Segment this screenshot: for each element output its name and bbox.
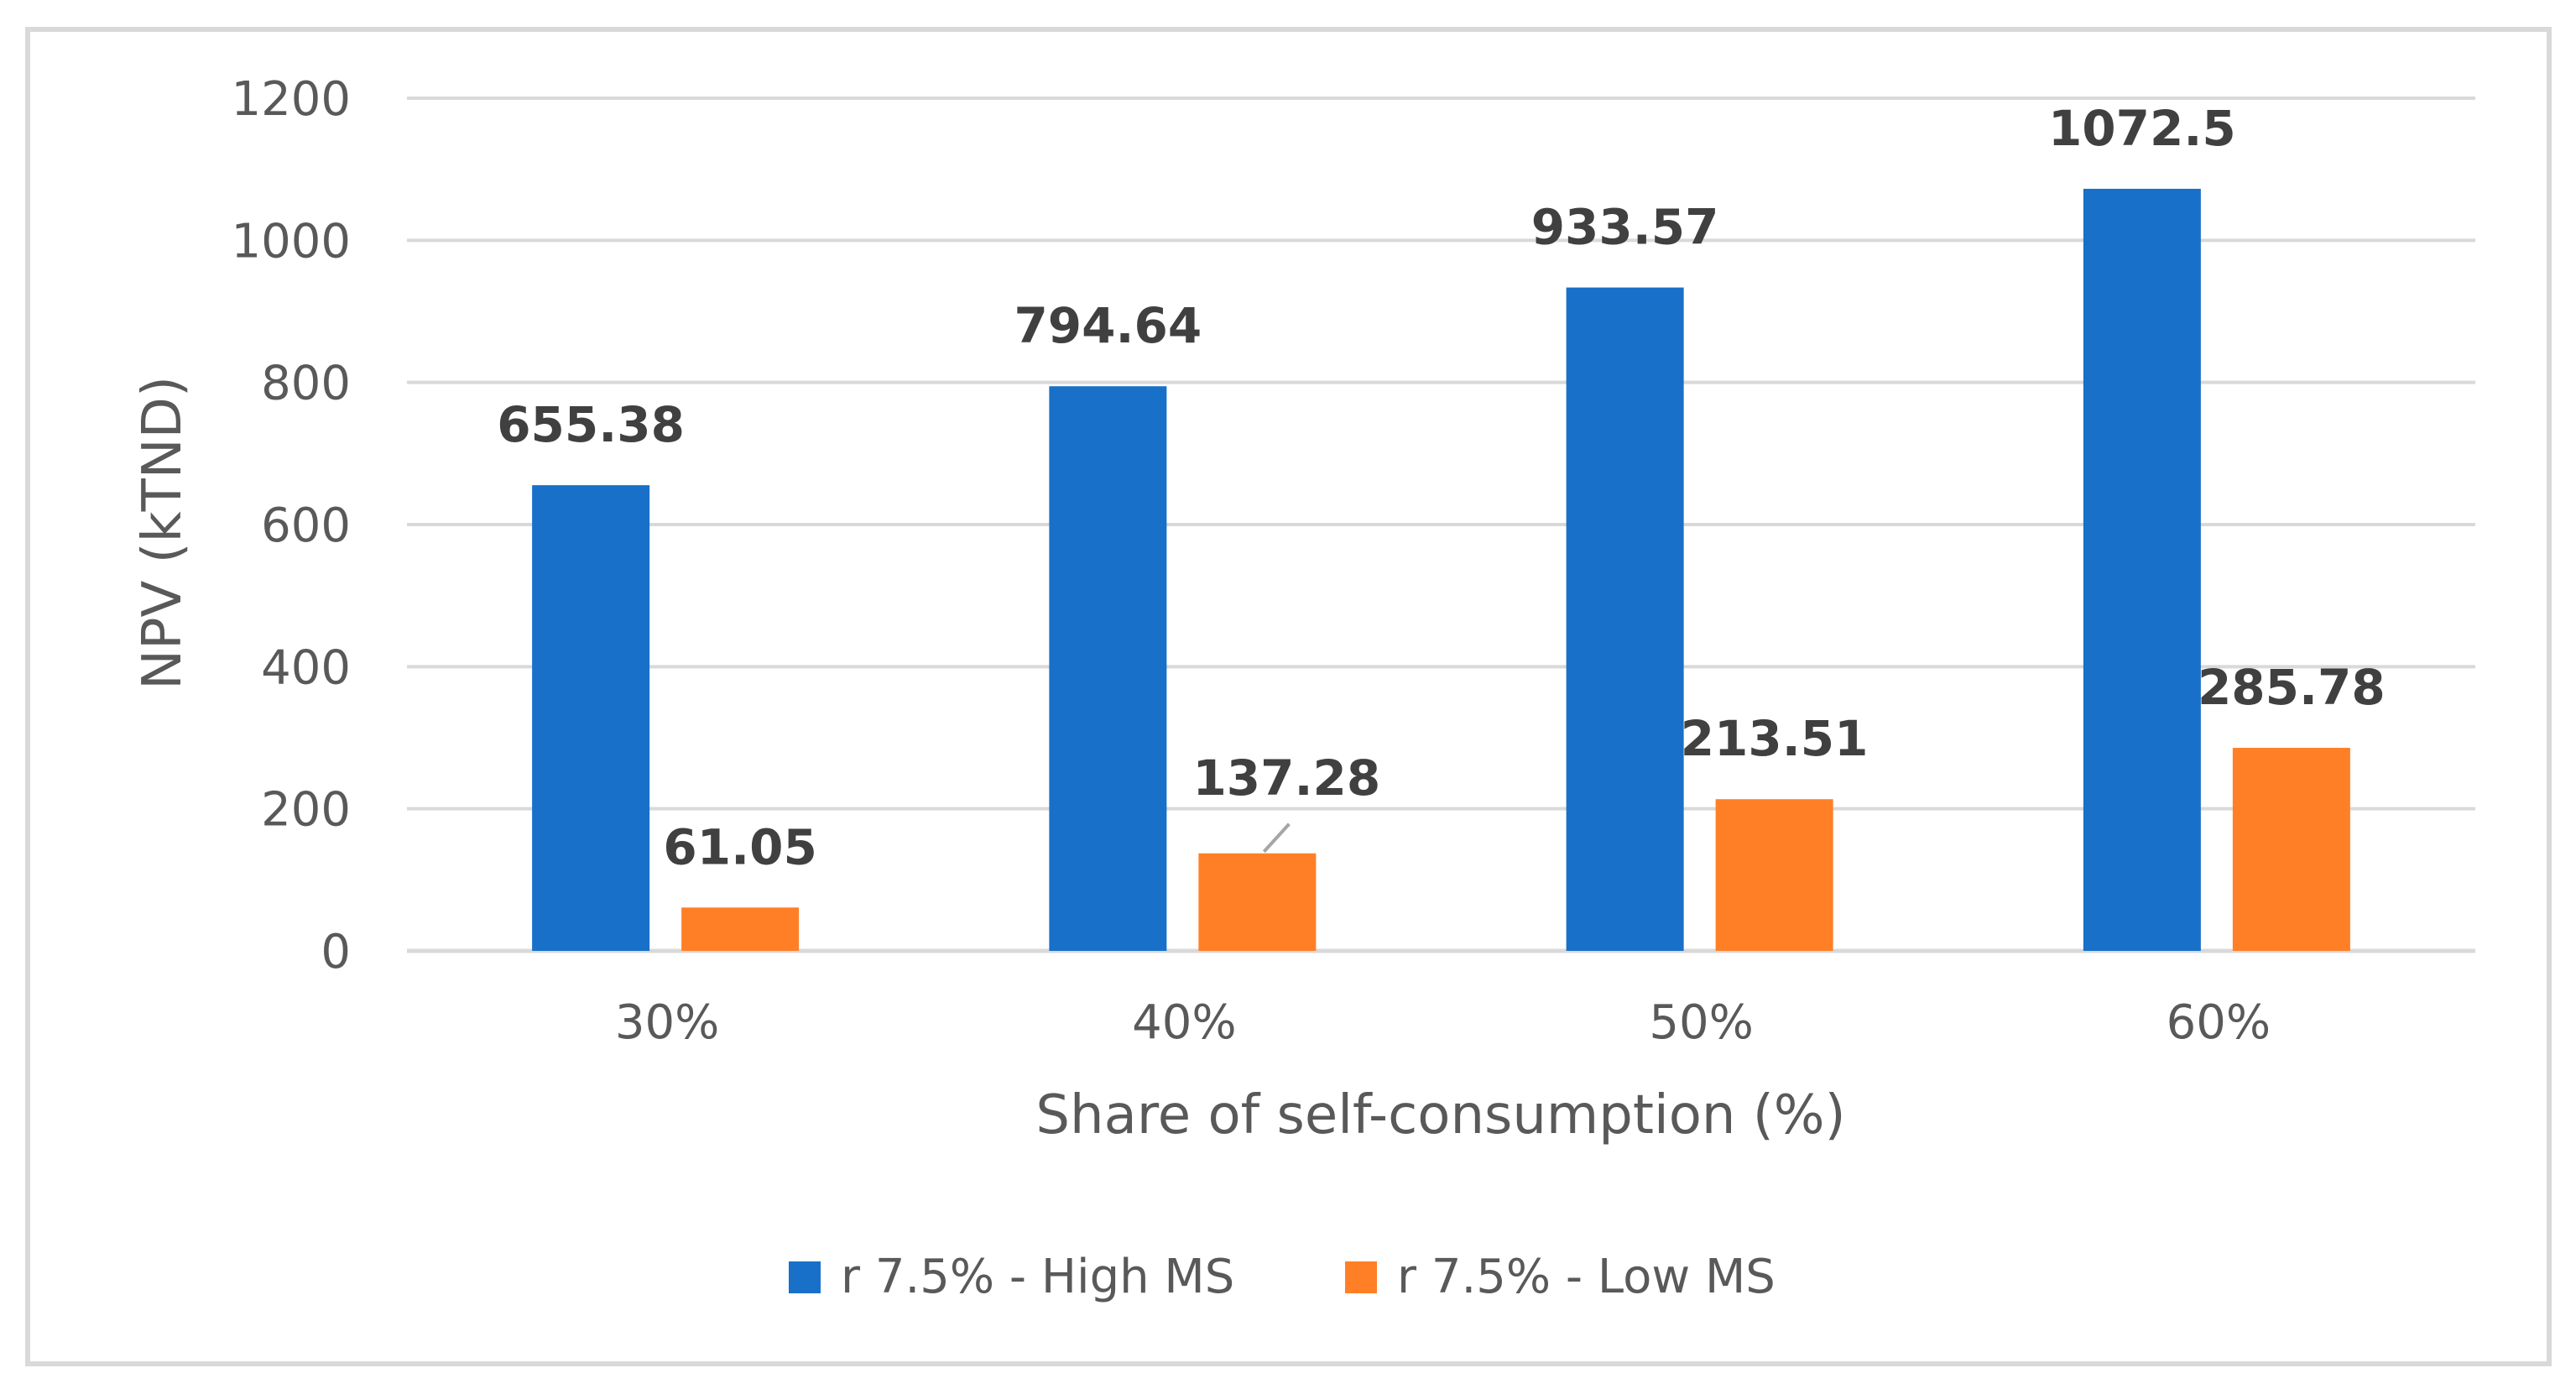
bar-low-ms-1: [1198, 853, 1317, 951]
y-axis-title: NPV (kTND): [132, 376, 194, 690]
legend-label: r 7.5% - High MS: [841, 1250, 1234, 1304]
data-label: 61.05: [663, 818, 816, 875]
legend: r 7.5% - High MS r 7.5% - Low MS: [789, 1250, 1776, 1304]
bar-low-ms-3: [2232, 748, 2350, 951]
x-axis-title: Share of self-consumption (%): [1035, 1084, 1845, 1146]
y-tick-label: 0: [321, 925, 351, 979]
x-category-label: 50%: [1649, 995, 1753, 1050]
data-label: 213.51: [1681, 710, 1869, 767]
bar-low-ms-0: [681, 907, 800, 951]
label-leader-line: [1262, 822, 1291, 854]
data-label: 655.38: [497, 396, 685, 453]
x-category-label: 30%: [615, 995, 719, 1050]
y-tick-label: 1200: [231, 72, 351, 127]
y-tick-label: 400: [261, 640, 351, 695]
data-label: 285.78: [2198, 659, 2386, 716]
data-label: 794.64: [1014, 297, 1202, 354]
x-category-label: 60%: [2167, 995, 2271, 1050]
data-label: 933.57: [1531, 199, 1719, 256]
legend-swatch: [1345, 1261, 1377, 1293]
data-label: 137.28: [1192, 749, 1380, 807]
y-tick-label: 200: [261, 783, 351, 838]
bar-high-ms-0: [532, 485, 650, 951]
data-label: 1072.5: [2048, 100, 2236, 157]
data-labels: 655.38 61.05 794.64 137.28 933.57 213.51 1072.…: [497, 100, 2386, 875]
y-tick-label: 1000: [231, 214, 351, 269]
bars: [532, 188, 2350, 951]
y-tick-label: 800: [261, 357, 351, 411]
x-axis-categories: 30% 40% 50% 60%: [615, 995, 2271, 1050]
y-axis-ticks: 0 200 400 600 800 1000 1200: [231, 72, 351, 979]
legend-swatch: [789, 1261, 821, 1293]
bar-high-ms-3: [2083, 188, 2201, 951]
bar-high-ms-1: [1049, 386, 1167, 951]
y-tick-label: 600: [261, 499, 351, 553]
bar-low-ms-2: [1715, 799, 1833, 951]
bar-high-ms-2: [1566, 287, 1684, 951]
x-category-label: 40%: [1132, 995, 1236, 1050]
legend-label: r 7.5% - Low MS: [1397, 1250, 1776, 1304]
